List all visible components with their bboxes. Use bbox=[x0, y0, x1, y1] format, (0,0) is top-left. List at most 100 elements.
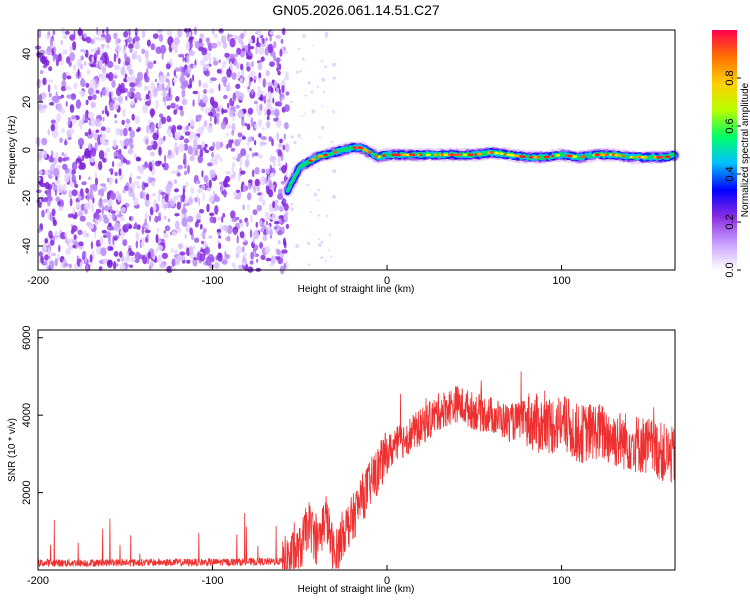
noise-speckle bbox=[85, 265, 89, 273]
noise-speckle bbox=[49, 235, 53, 239]
noise-speckle bbox=[252, 169, 255, 178]
noise-speckle bbox=[151, 193, 157, 197]
noise-speckle bbox=[98, 59, 103, 69]
noise-speckle bbox=[88, 176, 91, 181]
noise-speckle bbox=[225, 132, 229, 136]
noise-speckle bbox=[282, 144, 285, 150]
noise-speckle bbox=[183, 170, 188, 176]
noise-speckle bbox=[225, 225, 228, 234]
noise-speckle bbox=[275, 119, 282, 128]
noise-speckle bbox=[43, 59, 50, 67]
noise-speckle bbox=[250, 117, 254, 127]
noise-speckle bbox=[246, 55, 253, 60]
noise-speckle bbox=[221, 216, 224, 223]
noise-speckle bbox=[129, 264, 134, 268]
noise-speckle bbox=[185, 224, 191, 233]
noise-speckle bbox=[242, 204, 245, 211]
noise-speckle bbox=[130, 100, 134, 106]
noise-speckle bbox=[319, 135, 321, 138]
noise-speckle bbox=[166, 128, 172, 135]
noise-speckle bbox=[159, 113, 164, 118]
noise-speckle bbox=[216, 40, 222, 47]
noise-speckle bbox=[272, 97, 275, 104]
noise-speckle bbox=[183, 203, 186, 213]
noise-speckle bbox=[265, 70, 270, 77]
noise-speckle bbox=[221, 109, 228, 113]
noise-speckle bbox=[277, 230, 283, 236]
noise-speckle bbox=[209, 216, 215, 224]
noise-speckle bbox=[279, 49, 283, 57]
noise-speckle bbox=[253, 152, 259, 157]
noise-speckle bbox=[202, 191, 205, 201]
noise-speckle bbox=[52, 216, 56, 225]
noise-speckle bbox=[128, 188, 135, 198]
noise-speckle bbox=[259, 103, 263, 111]
noise-speckle bbox=[316, 85, 319, 89]
signal-peak bbox=[455, 153, 460, 157]
noise-speckle bbox=[180, 109, 184, 117]
noise-speckle bbox=[114, 171, 118, 177]
noise-speckle bbox=[108, 168, 114, 172]
noise-speckle bbox=[139, 190, 144, 200]
noise-speckle bbox=[85, 99, 89, 106]
noise-speckle bbox=[235, 245, 242, 255]
signal-peak bbox=[517, 154, 520, 158]
noise-speckle bbox=[51, 208, 56, 217]
signal-peak bbox=[545, 155, 551, 158]
noise-speckle bbox=[246, 66, 251, 72]
noise-speckle bbox=[332, 169, 337, 174]
noise-speckle bbox=[135, 156, 141, 161]
noise-speckle bbox=[258, 72, 262, 79]
noise-speckle bbox=[91, 203, 94, 213]
noise-speckle bbox=[199, 33, 205, 40]
noise-speckle bbox=[47, 128, 50, 136]
noise-speckle bbox=[84, 114, 87, 124]
noise-speckle bbox=[141, 48, 146, 55]
signal-peak bbox=[433, 153, 438, 157]
noise-speckle bbox=[47, 84, 51, 93]
noise-speckle bbox=[205, 37, 210, 42]
noise-speckle bbox=[85, 82, 90, 88]
noise-speckle bbox=[102, 157, 107, 163]
signal-peak bbox=[656, 155, 660, 159]
noise-speckle bbox=[252, 237, 256, 244]
noise-speckle bbox=[285, 223, 290, 230]
noise-speckle bbox=[68, 128, 75, 134]
noise-speckle bbox=[277, 240, 281, 245]
noise-speckle bbox=[152, 132, 159, 141]
noise-speckle bbox=[110, 192, 116, 200]
noise-speckle bbox=[107, 71, 114, 82]
noise-speckle bbox=[213, 60, 219, 66]
colorbar-tick-label: 0.0 bbox=[724, 262, 736, 277]
noise-speckle bbox=[322, 90, 326, 94]
signal-peak bbox=[419, 153, 423, 157]
noise-speckle bbox=[82, 162, 86, 170]
noise-speckle bbox=[152, 33, 159, 39]
noise-speckle bbox=[281, 85, 285, 94]
noise-speckle bbox=[187, 145, 193, 155]
noise-speckle bbox=[138, 166, 144, 173]
noise-speckle bbox=[273, 186, 276, 193]
noise-speckle bbox=[167, 218, 171, 223]
noise-speckle bbox=[320, 240, 324, 244]
noise-speckle bbox=[144, 161, 148, 168]
noise-speckle bbox=[211, 42, 218, 49]
noise-speckle bbox=[94, 177, 99, 186]
noise-speckle bbox=[262, 38, 265, 45]
noise-speckle bbox=[113, 32, 117, 40]
noise-speckle bbox=[186, 65, 192, 74]
noise-speckle bbox=[145, 93, 150, 100]
noise-speckle bbox=[182, 193, 186, 203]
noise-speckle bbox=[92, 249, 95, 260]
noise-speckle bbox=[67, 116, 72, 123]
noise-speckle bbox=[154, 78, 157, 83]
noise-speckle bbox=[56, 184, 64, 194]
noise-speckle bbox=[81, 181, 87, 186]
noise-speckle bbox=[218, 28, 223, 33]
noise-speckle bbox=[200, 102, 207, 108]
noise-speckle bbox=[201, 240, 204, 245]
noise-speckle bbox=[64, 231, 68, 238]
noise-speckle bbox=[201, 48, 208, 56]
noise-speckle bbox=[178, 243, 184, 250]
noise-speckle bbox=[40, 256, 44, 264]
